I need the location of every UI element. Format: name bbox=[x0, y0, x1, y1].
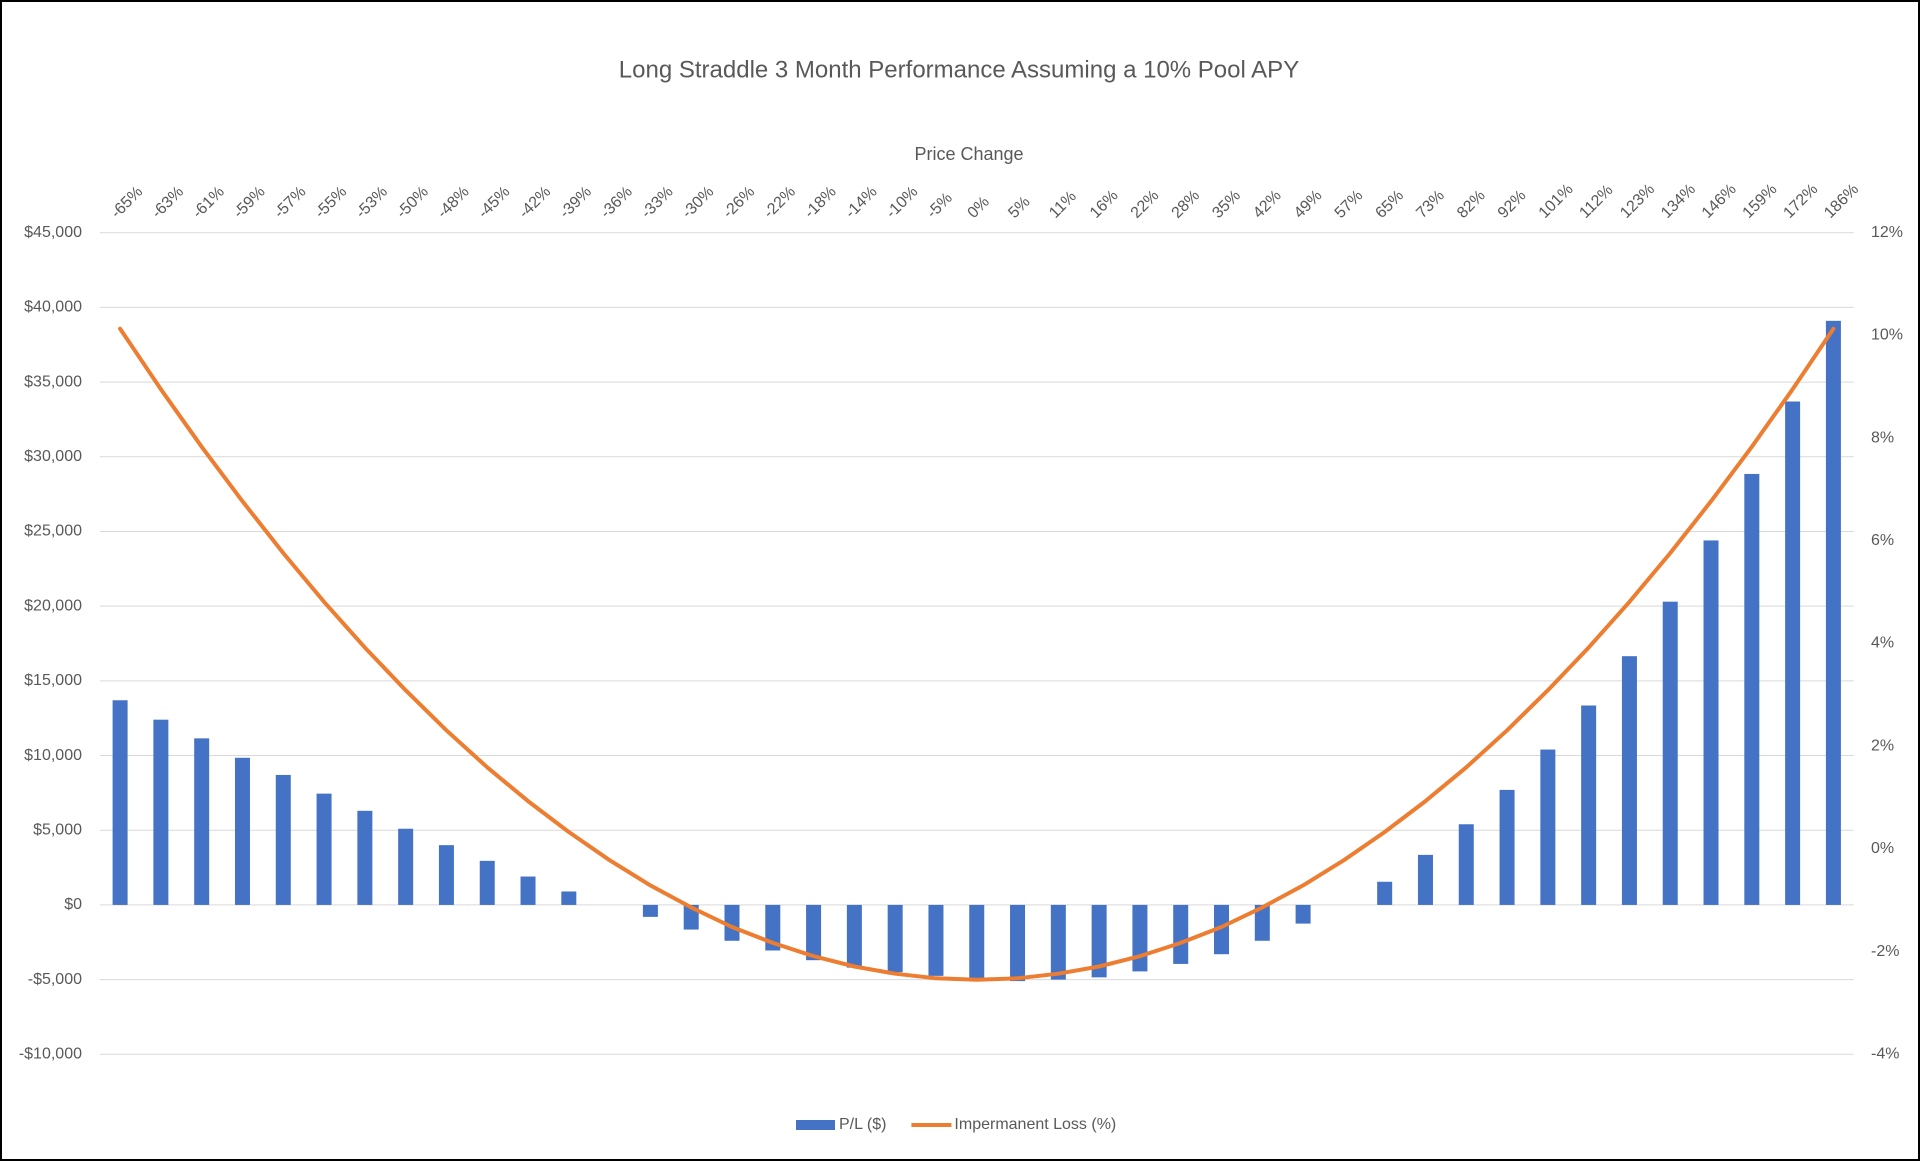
bar bbox=[1744, 473, 1760, 905]
y2-tick-label: 0% bbox=[1871, 840, 1894, 857]
y-tick-label: $5,000 bbox=[33, 821, 82, 838]
bar bbox=[1621, 656, 1637, 905]
y2-tick-label: -2% bbox=[1871, 943, 1899, 960]
bar bbox=[642, 904, 658, 917]
bar bbox=[398, 828, 414, 905]
y2-tick-label: 10% bbox=[1871, 327, 1903, 344]
bar bbox=[1132, 904, 1148, 972]
y2-tick-label: 2% bbox=[1871, 737, 1894, 754]
bar bbox=[561, 891, 577, 905]
bar bbox=[765, 904, 781, 951]
line bbox=[118, 326, 1836, 982]
bar bbox=[357, 810, 373, 905]
bar bbox=[806, 904, 822, 961]
legend-label: Impermanent Loss (%) bbox=[954, 1116, 1116, 1133]
bar bbox=[1417, 854, 1433, 905]
y-tick-label: $40,000 bbox=[24, 299, 82, 316]
y-tick-label: $15,000 bbox=[24, 672, 82, 689]
bar bbox=[275, 774, 291, 905]
y2-tick-label: 12% bbox=[1871, 224, 1903, 241]
y-tick-label: $35,000 bbox=[24, 373, 82, 390]
x-axis-title: Price Change bbox=[914, 144, 1023, 164]
chart-title: Long Straddle 3 Month Performance Assumi… bbox=[619, 56, 1299, 83]
bar bbox=[1458, 824, 1474, 905]
y-tick-label: -$5,000 bbox=[28, 971, 82, 988]
bar bbox=[1540, 749, 1556, 905]
bar bbox=[194, 738, 210, 905]
bar bbox=[1377, 881, 1393, 905]
bar bbox=[479, 860, 495, 905]
bar bbox=[1010, 904, 1026, 982]
bar bbox=[724, 904, 740, 941]
legend-swatch bbox=[796, 1120, 835, 1130]
bar bbox=[1295, 904, 1311, 924]
bar bbox=[1703, 540, 1719, 905]
y2-tick-label: -4% bbox=[1871, 1046, 1899, 1063]
y-tick-label: $0 bbox=[64, 896, 82, 913]
y-tick-label: $30,000 bbox=[24, 448, 82, 465]
y2-tick-label: 8% bbox=[1871, 429, 1894, 446]
y-tick-label: -$10,000 bbox=[19, 1046, 82, 1063]
bar bbox=[1173, 904, 1189, 964]
bar bbox=[1254, 904, 1270, 941]
y-tick-label: $10,000 bbox=[24, 747, 82, 764]
y-tick-label: $25,000 bbox=[24, 523, 82, 540]
bar bbox=[846, 904, 862, 968]
bar bbox=[928, 904, 944, 976]
bar bbox=[438, 845, 454, 905]
bar bbox=[1581, 705, 1597, 905]
bar bbox=[969, 904, 985, 979]
bar bbox=[234, 757, 250, 905]
bar bbox=[1050, 904, 1066, 980]
bar bbox=[887, 904, 903, 973]
bar bbox=[1785, 401, 1801, 905]
legend-label: P/L ($) bbox=[839, 1116, 886, 1133]
y-tick-label: $45,000 bbox=[24, 224, 82, 241]
bar bbox=[1825, 320, 1841, 905]
bar bbox=[520, 876, 536, 905]
bar bbox=[1091, 904, 1107, 978]
bar bbox=[1499, 789, 1515, 905]
bar bbox=[1214, 904, 1230, 955]
y2-tick-label: 6% bbox=[1871, 532, 1894, 549]
y2-tick-label: 4% bbox=[1871, 635, 1894, 652]
bar bbox=[1662, 601, 1678, 905]
bar bbox=[316, 793, 332, 905]
bar bbox=[112, 700, 128, 905]
bar bbox=[153, 719, 169, 905]
y-tick-label: $20,000 bbox=[24, 597, 82, 614]
